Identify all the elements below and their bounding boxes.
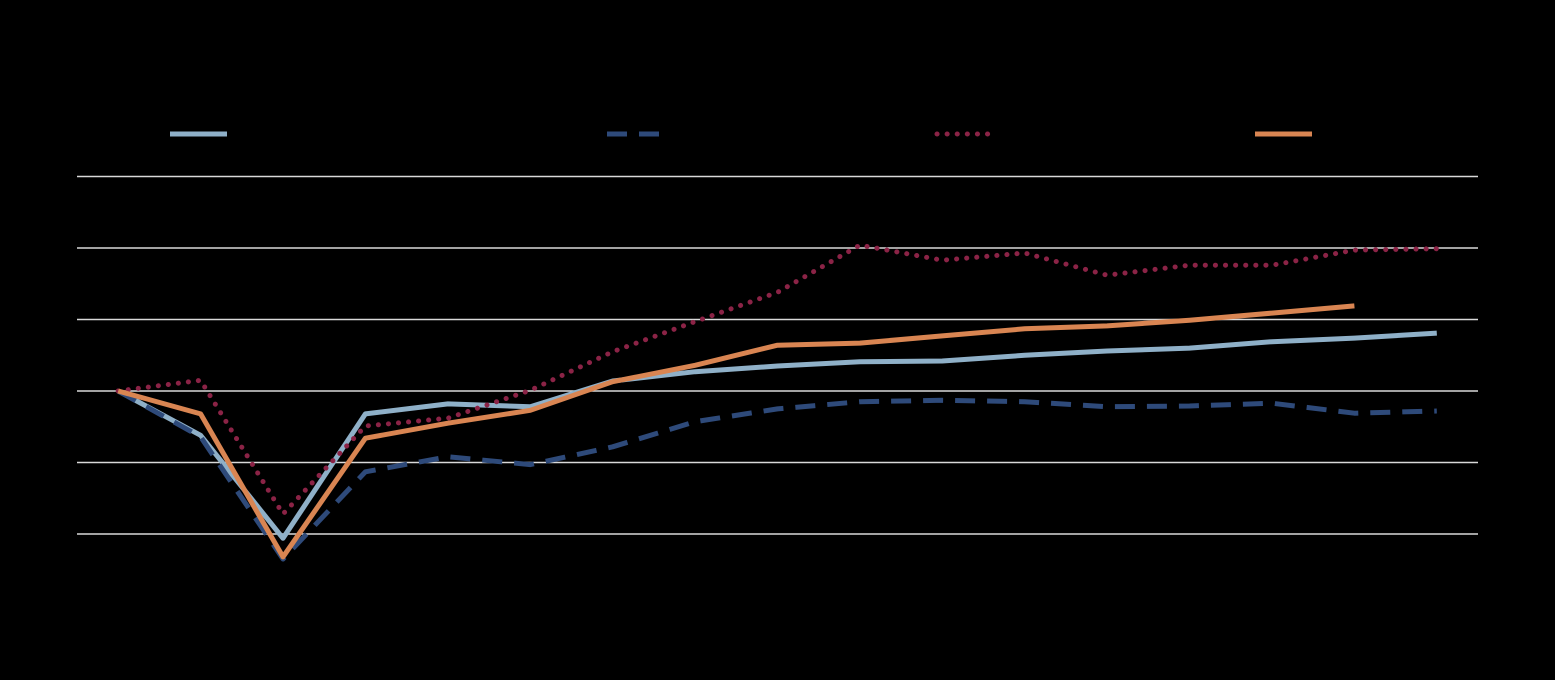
series-line: [115, 242, 1440, 517]
series-line: [117, 330, 1437, 541]
series-line: [117, 303, 1355, 560]
series-line: [116, 388, 1437, 562]
